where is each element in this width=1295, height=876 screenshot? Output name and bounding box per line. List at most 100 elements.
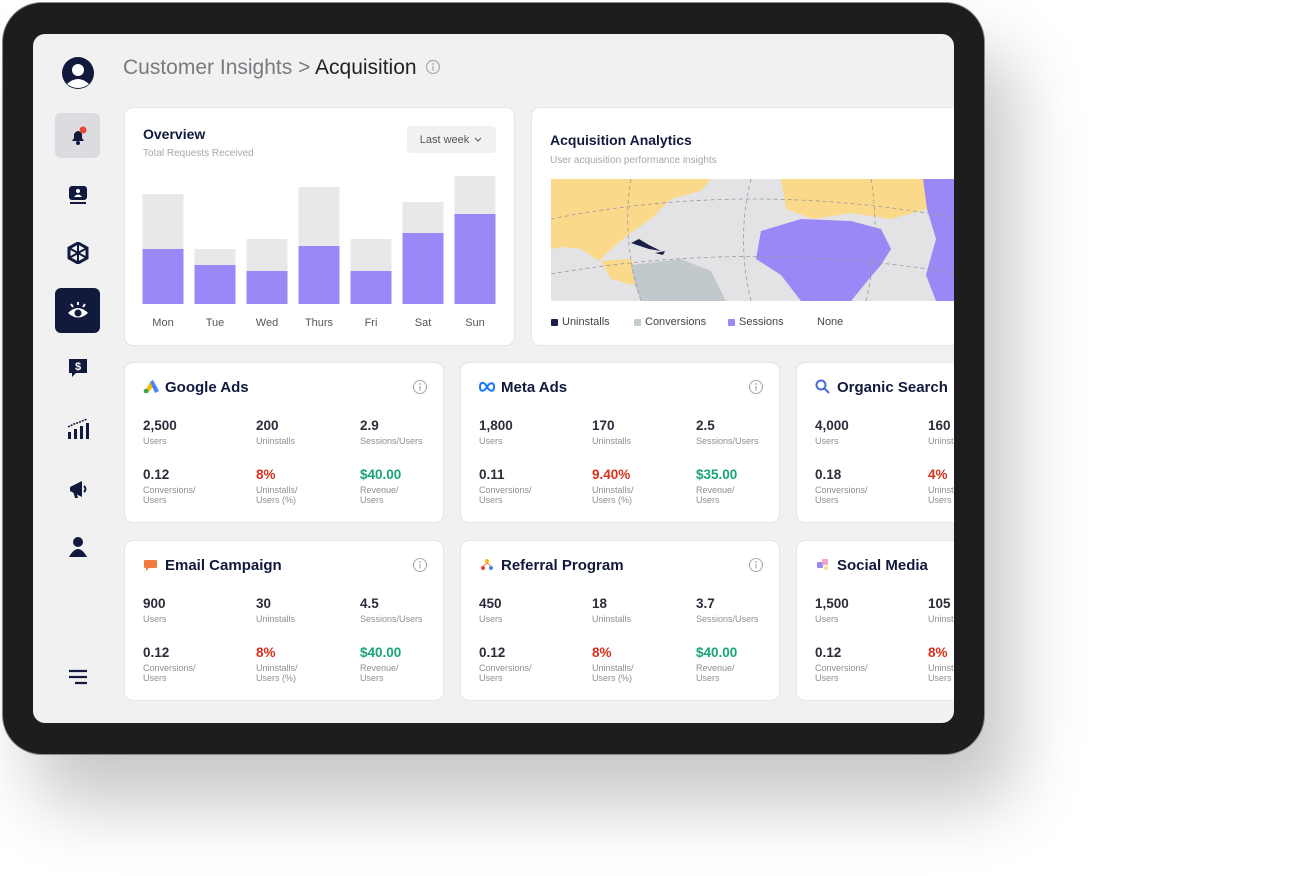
metric-value: 9.40% — [592, 467, 631, 482]
legend-item: Sessions — [728, 316, 784, 328]
legend-item: Uninstalls — [551, 316, 610, 328]
metric-value: 8% — [256, 467, 276, 482]
screen: $ Customer Insights > Acquisition Overvi… — [33, 34, 954, 723]
metric-value: 450 — [479, 596, 502, 611]
x-tick-label: Tue — [206, 317, 225, 329]
metric: 3.7 Sessions/Users — [696, 596, 759, 624]
metric-label: Sessions/Users — [360, 436, 423, 446]
metric: 160 Uninstalls — [928, 418, 954, 446]
bar — [246, 271, 288, 304]
channel-icon — [481, 559, 493, 570]
info-icon[interactable] — [412, 557, 428, 573]
icon-network — [67, 241, 88, 264]
nav-campaigns[interactable] — [55, 466, 100, 511]
x-tick-label: Sun — [465, 317, 485, 329]
metric: 0.12 Conversions/ Users — [815, 645, 868, 683]
metric-value: 0.12 — [143, 645, 170, 660]
channel-card[interactable]: Google Ads 2,500 Users 200 Uninstalls 2.9 Sess… — [124, 362, 444, 523]
channel-card[interactable]: Social Media 1,500 Users 105 Uninstalls 0.12 C… — [796, 540, 954, 701]
nav-network[interactable] — [55, 230, 100, 275]
metric-label: Users — [143, 614, 167, 624]
metric: $40.00 Revenue/ Users — [696, 645, 737, 683]
nav-insights-active[interactable] — [55, 288, 100, 333]
legend-label: None — [817, 316, 844, 328]
metric: $40.00 Revenue/ Users — [360, 467, 401, 505]
legend-swatch — [551, 318, 558, 326]
channel-card[interactable]: Organic Search 4,000 Users 160 Uninstalls 0.1… — [796, 362, 954, 523]
metric: 105 Uninstalls — [928, 596, 954, 624]
metric-label: Uninstalls/ Users — [928, 663, 954, 683]
chevron — [474, 137, 482, 142]
avatar[interactable] — [61, 56, 95, 90]
card-title: Referral Program — [501, 557, 624, 574]
x-tick-label: Mon — [152, 317, 173, 329]
legend-label: Conversions — [645, 316, 707, 328]
info-icon[interactable] — [748, 379, 764, 395]
channel-card[interactable]: Email Campaign 900 Users 30 Uninstalls 4.5 Ses… — [124, 540, 444, 701]
nav-notifications[interactable] — [55, 113, 100, 158]
nav-menu[interactable] — [55, 654, 100, 699]
metric-value: 2.9 — [360, 418, 379, 433]
metric-value: 1,500 — [815, 596, 849, 611]
metric-value: $40.00 — [360, 467, 402, 482]
metric-label: Conversions/ Users — [815, 663, 868, 683]
metric-label: Uninstalls — [256, 614, 296, 624]
breadcrumb-current: Acquisition — [315, 56, 417, 79]
metric-label: Conversions/ Users — [143, 485, 196, 505]
metric: 8% Uninstalls/ Users (%) — [256, 467, 298, 505]
metric-value: $40.00 — [696, 645, 738, 660]
info-icon[interactable] — [748, 557, 764, 573]
icon-menu — [68, 669, 87, 684]
overview-card: Overview Total Requests Received Last we… — [124, 107, 515, 346]
metric-value: 0.18 — [815, 467, 842, 482]
channel-cards: Google Ads 2,500 Users 200 Uninstalls 2.9 Sess… — [33, 34, 954, 723]
metric-value: 170 — [592, 418, 615, 433]
metric-value: 160 — [928, 418, 951, 433]
metric: 1,500 Users — [815, 596, 849, 624]
metric-label: Conversions/ Users — [479, 485, 532, 505]
metric: $35.00 Revenue/ Users — [696, 467, 737, 505]
period-dropdown[interactable]: Last week — [407, 126, 496, 153]
channel-card[interactable]: Meta Ads 1,800 Users 170 Uninstalls 2.5 Sessio… — [460, 362, 780, 523]
metric-label: Uninstalls/ Users (%) — [592, 663, 634, 683]
metric-value: 3.7 — [696, 596, 715, 611]
nav-analytics[interactable] — [55, 406, 100, 451]
bar-chart: Mon Tue Wed Thurs Fri Sat Sun — [142, 176, 496, 329]
metric-label: Revenue/ Users — [360, 485, 399, 505]
nav-revenue[interactable]: $ — [55, 345, 100, 390]
breadcrumb-parent[interactable]: Customer Insights > — [123, 56, 311, 79]
metric-label: Users — [815, 614, 839, 624]
metric-value: 0.11 — [479, 467, 505, 482]
x-tick-label: Wed — [256, 317, 278, 329]
metric-value: 8% — [592, 645, 612, 660]
nav-users[interactable] — [55, 171, 100, 216]
metric-value: 4.5 — [360, 596, 379, 611]
channel-icon — [144, 560, 157, 571]
svg-text:$: $ — [74, 361, 80, 373]
x-tick-label: Sat — [415, 317, 432, 329]
metric: 4% Uninstalls/ Users — [928, 467, 954, 505]
metric-label: Uninstalls — [592, 614, 632, 624]
metric-label: Users — [479, 436, 503, 446]
metric-value: 2,500 — [143, 418, 177, 433]
channel-card[interactable]: Referral Program 450 Users 18 Uninstalls 3.7 S… — [460, 540, 780, 701]
analytics-card: Acquisition Analytics User acquisition p… — [531, 107, 954, 346]
info-icon[interactable] — [425, 59, 441, 75]
metric-label: Users — [479, 614, 503, 624]
metric: 2.9 Sessions/Users — [360, 418, 423, 446]
card-title: Overview — [143, 126, 206, 142]
metric-label: Uninstalls — [928, 614, 954, 624]
metric-label: Sessions/Users — [360, 614, 423, 624]
metric-label: Revenue/ Users — [696, 663, 735, 683]
info-icon[interactable] — [412, 379, 428, 395]
metric-value: 30 — [256, 596, 272, 611]
metric: 8% Uninstalls/ Users (%) — [256, 645, 298, 683]
nav-profile[interactable] — [55, 524, 100, 569]
icon-megaphone — [69, 480, 86, 498]
metric: 30 Uninstalls — [256, 596, 295, 624]
bar — [350, 271, 392, 304]
card-subtitle: Total Requests Received — [143, 148, 254, 159]
metric: 0.12 Conversions/ Users — [143, 467, 196, 505]
map-legend: Uninstalls Conversions Sessions None — [551, 316, 954, 330]
